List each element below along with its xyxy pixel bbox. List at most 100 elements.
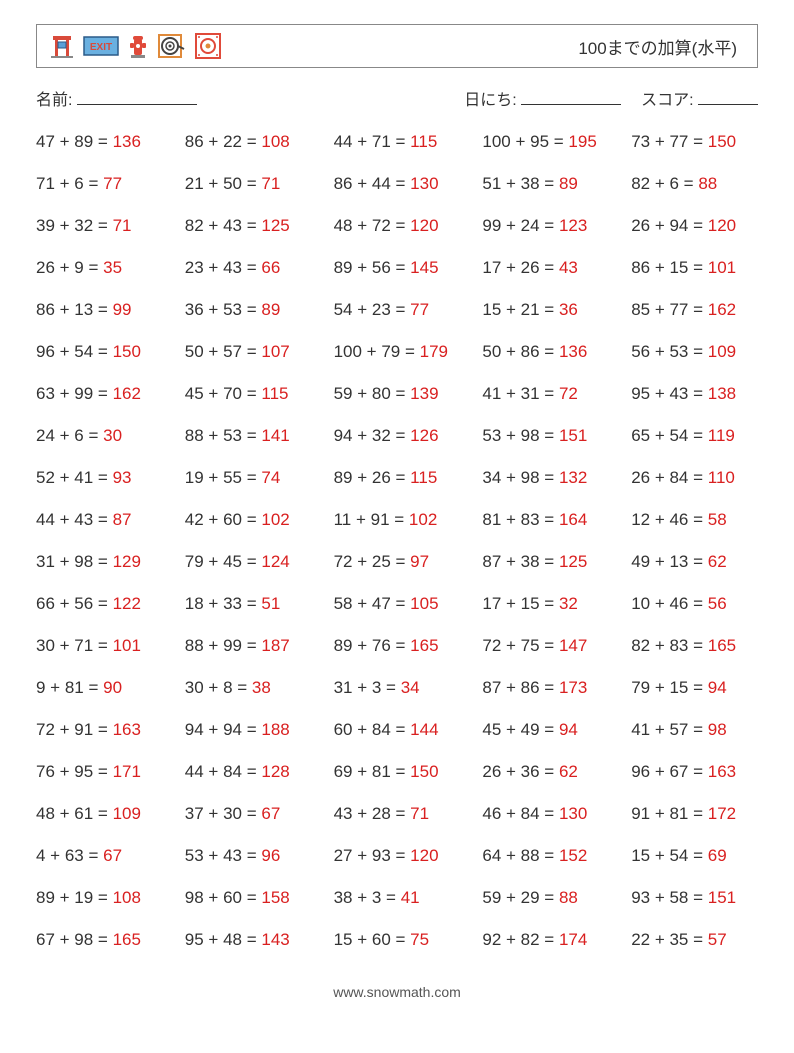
problem-cell: 44 + 43 = 87 [36, 510, 163, 530]
problem-cell: 92 + 82 = 174 [482, 930, 609, 950]
problem-answer: 41 [401, 888, 420, 907]
name-field: 名前: [36, 86, 197, 110]
problem-answer: 35 [103, 258, 122, 277]
problem-answer: 163 [113, 720, 141, 739]
problem-answer: 147 [559, 636, 587, 655]
problem-expression: 31 + 98 = [36, 552, 113, 571]
problem-answer: 98 [708, 720, 727, 739]
problem-answer: 132 [559, 468, 587, 487]
problem-cell: 46 + 84 = 130 [482, 804, 609, 824]
problem-answer: 108 [113, 888, 141, 907]
problem-answer: 74 [261, 468, 280, 487]
problem-answer: 165 [708, 636, 736, 655]
problem-expression: 59 + 29 = [482, 888, 559, 907]
problem-answer: 99 [113, 300, 132, 319]
problem-expression: 79 + 45 = [185, 552, 262, 571]
problem-answer: 62 [708, 552, 727, 571]
problem-cell: 94 + 32 = 126 [334, 426, 461, 446]
exit-sign-icon: EXIT [83, 31, 119, 61]
problem-cell: 18 + 33 = 51 [185, 594, 312, 614]
problem-expression: 37 + 30 = [185, 804, 262, 823]
problem-cell: 53 + 98 = 151 [482, 426, 609, 446]
problem-cell: 23 + 43 = 66 [185, 258, 312, 278]
problem-expression: 98 + 60 = [185, 888, 262, 907]
score-label: スコア: [641, 92, 693, 109]
problem-cell: 100 + 95 = 195 [482, 132, 609, 152]
problem-answer: 130 [559, 804, 587, 823]
problem-answer: 102 [409, 510, 437, 529]
svg-text:EXIT: EXIT [90, 42, 112, 53]
problem-answer: 96 [261, 846, 280, 865]
info-row: 名前: 日にち: スコア: [36, 86, 758, 110]
problem-cell: 67 + 98 = 165 [36, 930, 163, 950]
problem-expression: 42 + 60 = [185, 510, 262, 529]
problem-cell: 31 + 3 = 34 [334, 678, 461, 698]
problem-expression: 24 + 6 = [36, 426, 103, 445]
worksheet-page: EXIT [0, 0, 794, 1024]
header-box: EXIT [36, 24, 758, 68]
problem-expression: 86 + 44 = [334, 174, 411, 193]
problem-cell: 26 + 84 = 110 [631, 468, 758, 488]
problem-cell: 59 + 80 = 139 [334, 384, 461, 404]
problem-expression: 72 + 75 = [482, 636, 559, 655]
problem-expression: 63 + 99 = [36, 384, 113, 403]
problem-expression: 17 + 15 = [482, 594, 559, 613]
problem-cell: 17 + 15 = 32 [482, 594, 609, 614]
problem-cell: 15 + 54 = 69 [631, 846, 758, 866]
problem-expression: 30 + 8 = [185, 678, 252, 697]
problem-cell: 72 + 91 = 163 [36, 720, 163, 740]
problem-answer: 109 [708, 342, 736, 361]
problem-cell: 85 + 77 = 162 [631, 300, 758, 320]
problem-cell: 86 + 22 = 108 [185, 132, 312, 152]
problem-cell: 10 + 46 = 56 [631, 594, 758, 614]
problem-answer: 173 [559, 678, 587, 697]
problem-answer: 56 [708, 594, 727, 613]
problem-expression: 58 + 47 = [334, 594, 411, 613]
problem-answer: 124 [261, 552, 289, 571]
problem-cell: 24 + 6 = 30 [36, 426, 163, 446]
problem-cell: 21 + 50 = 71 [185, 174, 312, 194]
date-label: 日にち: [464, 92, 516, 109]
problem-expression: 95 + 48 = [185, 930, 262, 949]
problem-cell: 38 + 3 = 41 [334, 888, 461, 908]
problem-cell: 53 + 43 = 96 [185, 846, 312, 866]
problem-cell: 12 + 46 = 58 [631, 510, 758, 530]
problem-answer: 88 [698, 174, 717, 193]
problem-expression: 27 + 93 = [334, 846, 411, 865]
problem-expression: 67 + 98 = [36, 930, 113, 949]
problem-cell: 11 + 91 = 102 [334, 510, 461, 530]
problem-answer: 171 [113, 762, 141, 781]
problem-answer: 77 [103, 174, 122, 193]
problem-expression: 26 + 94 = [631, 216, 708, 235]
problem-cell: 50 + 57 = 107 [185, 342, 312, 362]
problem-expression: 71 + 6 = [36, 174, 103, 193]
problem-expression: 15 + 60 = [334, 930, 411, 949]
problem-expression: 4 + 63 = [36, 846, 103, 865]
problem-cell: 82 + 83 = 165 [631, 636, 758, 656]
problem-cell: 99 + 24 = 123 [482, 216, 609, 236]
problem-answer: 107 [261, 342, 289, 361]
problem-answer: 57 [708, 930, 727, 949]
problem-answer: 129 [113, 552, 141, 571]
problem-expression: 89 + 19 = [36, 888, 113, 907]
problem-answer: 34 [401, 678, 420, 697]
problem-cell: 45 + 70 = 115 [185, 384, 312, 404]
problem-expression: 94 + 94 = [185, 720, 262, 739]
problem-answer: 108 [261, 132, 289, 151]
problem-expression: 41 + 57 = [631, 720, 708, 739]
problem-expression: 73 + 77 = [631, 132, 708, 151]
problem-cell: 88 + 53 = 141 [185, 426, 312, 446]
problem-answer: 187 [261, 636, 289, 655]
problem-expression: 36 + 53 = [185, 300, 262, 319]
problem-cell: 43 + 28 = 71 [334, 804, 461, 824]
name-underline [77, 89, 197, 105]
problem-cell: 81 + 83 = 164 [482, 510, 609, 530]
problem-answer: 126 [410, 426, 438, 445]
problem-cell: 41 + 31 = 72 [482, 384, 609, 404]
problem-expression: 87 + 86 = [482, 678, 559, 697]
problem-expression: 23 + 43 = [185, 258, 262, 277]
problem-cell: 26 + 36 = 62 [482, 762, 609, 782]
problem-cell: 48 + 72 = 120 [334, 216, 461, 236]
problem-cell: 36 + 53 = 89 [185, 300, 312, 320]
problem-expression: 86 + 15 = [631, 258, 708, 277]
